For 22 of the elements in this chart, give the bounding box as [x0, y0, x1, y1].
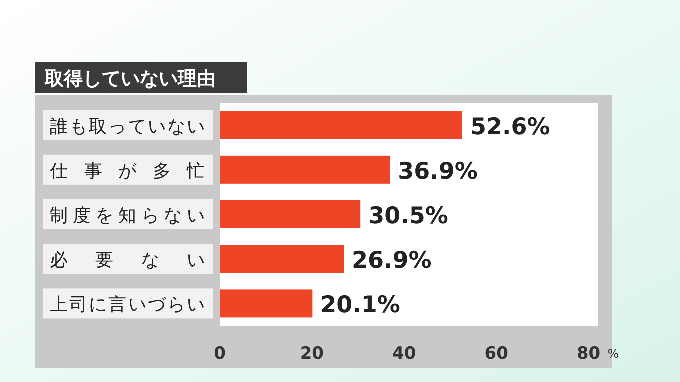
data-label: 30.5% [368, 204, 448, 230]
data-label: 36.9% [398, 158, 478, 185]
data-label: 20.1% [320, 292, 400, 319]
x-tick-label: 80 [576, 344, 601, 364]
x-axis-title: % [608, 347, 620, 361]
y-tick-label: 仕事が多忙 [49, 160, 205, 182]
data-label: 26.9% [352, 248, 432, 274]
chart-title: 取得していない理由 [44, 68, 216, 90]
data-label: 52.6% [470, 114, 550, 140]
x-tick-label: 60 [484, 344, 509, 364]
bar [220, 111, 462, 140]
y-tick-label: 上司に言いづらい [50, 294, 205, 316]
bar [220, 245, 344, 274]
bar [220, 200, 361, 228]
x-tick-label: 0 [214, 344, 226, 364]
y-tick-label: 必要ない [50, 250, 205, 272]
bar [220, 290, 313, 318]
x-tick-label: 40 [392, 344, 416, 364]
bar [220, 156, 390, 184]
y-tick-label: 制度を知らない [50, 206, 205, 226]
x-tick-label: 20 [300, 344, 324, 364]
y-tick-label: 誰も取っていない [50, 116, 205, 138]
